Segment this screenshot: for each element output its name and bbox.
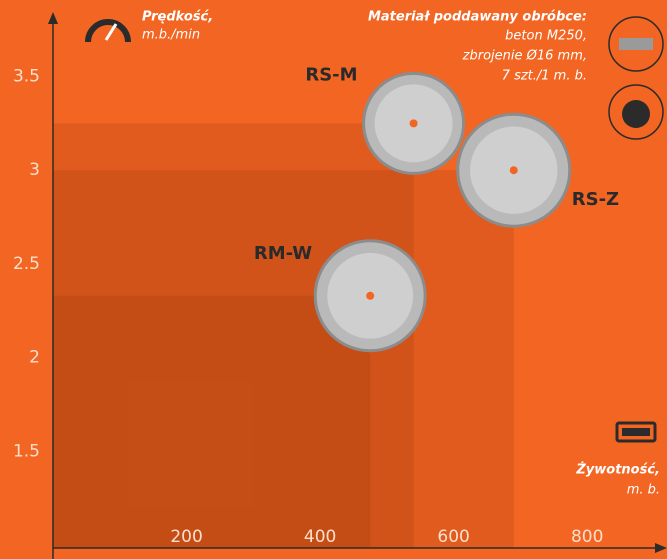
material-icon [608,84,664,140]
y-label-unit: m.b./min [142,28,200,43]
material-title: Materiał poddawany obróbce: [368,10,587,25]
y-tick-label: 2 [29,348,40,368]
y-label: Prędkość, [142,10,213,25]
y-tick-label: 2.5 [13,254,40,274]
disc-hole [366,291,375,300]
x-label-unit: m. b. [627,483,660,498]
material-icon [622,100,650,128]
area-rect [53,170,514,548]
battery-icon [622,428,650,436]
disc-hole [509,166,518,175]
x-arrow [655,543,667,553]
speed-icon [85,19,131,43]
material-line: beton M250, [505,29,587,44]
material-line: 7 szt./1 m. b. [502,69,587,84]
x-tick-label: 400 [304,527,336,547]
x-tick-label: 800 [571,527,603,547]
x-tick-label: 600 [437,527,469,547]
disc-label: RS-M [305,64,357,85]
y-tick-label: 1.5 [13,441,40,461]
material-icon [608,16,664,72]
y-tick-label: 3.5 [13,67,40,87]
x-label: Żywotność, [575,462,660,478]
material-line: zbrojenie Ø16 mm, [462,49,587,64]
y-arrow [48,12,58,24]
disc-hole [409,119,418,128]
x-tick-label: 200 [170,527,202,547]
material-icon [619,38,653,50]
disc-label: RS-Z [572,189,619,210]
y-tick-label: 3 [29,160,40,180]
area-rect [53,295,371,548]
battery-icon [615,421,657,443]
disc-label: RM-W [254,243,312,264]
